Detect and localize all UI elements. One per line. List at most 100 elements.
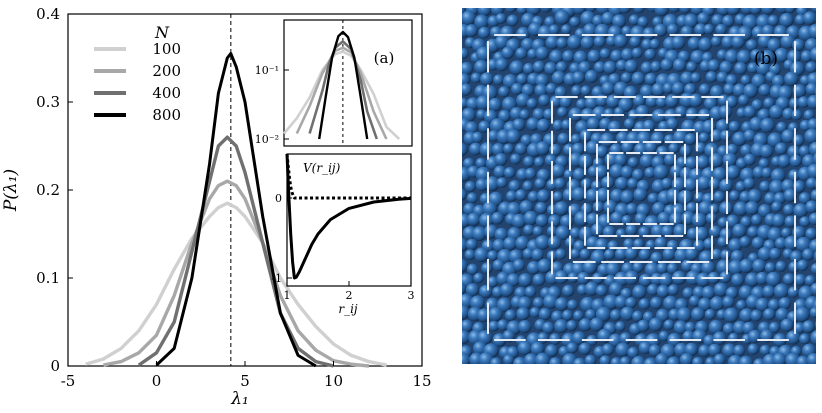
legend-label-100: 100	[152, 40, 181, 58]
sphere	[799, 145, 811, 157]
sphere	[610, 309, 622, 321]
sphere	[668, 142, 680, 154]
sphere	[751, 236, 765, 250]
sphere	[584, 96, 599, 110]
sphere	[621, 25, 632, 37]
sphere	[747, 329, 762, 344]
sphere	[637, 319, 650, 332]
sphere	[613, 34, 628, 48]
sphere	[515, 47, 528, 60]
sphere	[740, 216, 752, 228]
sphere	[509, 107, 523, 120]
sphere	[807, 118, 816, 131]
sphere	[799, 333, 811, 345]
sphere	[462, 142, 468, 157]
sphere	[488, 307, 503, 322]
sphere	[640, 61, 653, 74]
sphere	[465, 283, 480, 297]
sphere	[649, 38, 660, 50]
sphere	[697, 12, 710, 25]
sphere	[571, 85, 583, 97]
sphere	[764, 192, 777, 205]
sphere	[686, 61, 697, 73]
sphere	[680, 71, 694, 86]
sphere	[554, 86, 567, 99]
sphere	[718, 105, 732, 119]
sphere	[470, 295, 485, 311]
sphere	[645, 95, 658, 108]
sphere	[667, 284, 679, 296]
sphere	[473, 341, 487, 356]
sphere	[620, 72, 632, 84]
sphere	[769, 247, 782, 260]
inset-a-panel: 10⁻¹ 10⁻² (a)	[255, 19, 413, 147]
sphere	[516, 307, 530, 321]
sphere	[545, 344, 559, 358]
sphere	[722, 152, 737, 168]
sphere	[807, 94, 816, 109]
inset-a-series-line-100	[283, 50, 401, 140]
sphere	[491, 143, 505, 156]
sphere	[662, 247, 676, 261]
sphere	[548, 24, 560, 36]
sphere	[462, 319, 473, 333]
sphere	[473, 272, 484, 284]
main-series-group	[85, 52, 387, 368]
sphere	[608, 333, 623, 348]
sphere	[683, 13, 699, 29]
sphere	[805, 227, 816, 240]
sphere	[571, 142, 585, 156]
sphere	[601, 343, 614, 356]
sphere	[462, 48, 469, 59]
sphere	[532, 297, 545, 309]
sphere	[608, 282, 623, 297]
sphere	[614, 153, 628, 167]
inset-potential-series-group	[285, 153, 412, 280]
sphere	[519, 200, 534, 215]
sphere	[803, 11, 816, 25]
sphere	[683, 177, 698, 192]
sphere	[496, 177, 508, 189]
sphere	[586, 117, 601, 131]
sphere	[465, 238, 478, 251]
sphere	[792, 38, 805, 52]
sphere	[710, 36, 722, 47]
sphere	[650, 251, 663, 264]
sphere	[716, 71, 729, 84]
sphere	[536, 118, 550, 133]
sphere	[757, 246, 773, 261]
sphere	[583, 23, 597, 37]
sphere	[584, 69, 599, 84]
sphere	[726, 8, 741, 15]
sphere	[609, 163, 625, 179]
sphere	[759, 144, 774, 159]
main-x-axis-label: λ₁	[230, 389, 249, 409]
sphere	[506, 129, 521, 144]
sphere	[760, 8, 776, 15]
sphere	[745, 201, 759, 215]
sphere	[634, 212, 648, 225]
sphere	[666, 356, 681, 364]
sphere	[731, 273, 745, 287]
sphere	[462, 83, 472, 96]
sphere	[664, 153, 677, 167]
sphere	[521, 38, 535, 51]
sphere	[467, 212, 481, 227]
y-tick-label: 0.2	[36, 181, 60, 199]
inset-a-series-line-200	[295, 46, 388, 140]
sphere	[504, 8, 517, 13]
sphere	[784, 8, 796, 14]
sphere	[656, 262, 669, 274]
sphere	[773, 283, 789, 299]
sphere	[768, 298, 780, 311]
sphere	[566, 320, 578, 331]
sphere	[813, 250, 816, 262]
sphere	[470, 72, 482, 84]
sphere	[725, 95, 738, 108]
sphere	[632, 284, 647, 299]
sphere	[708, 203, 720, 215]
sphere	[492, 238, 506, 252]
sphere	[705, 71, 718, 83]
sphere	[535, 214, 549, 228]
sphere	[730, 250, 744, 263]
